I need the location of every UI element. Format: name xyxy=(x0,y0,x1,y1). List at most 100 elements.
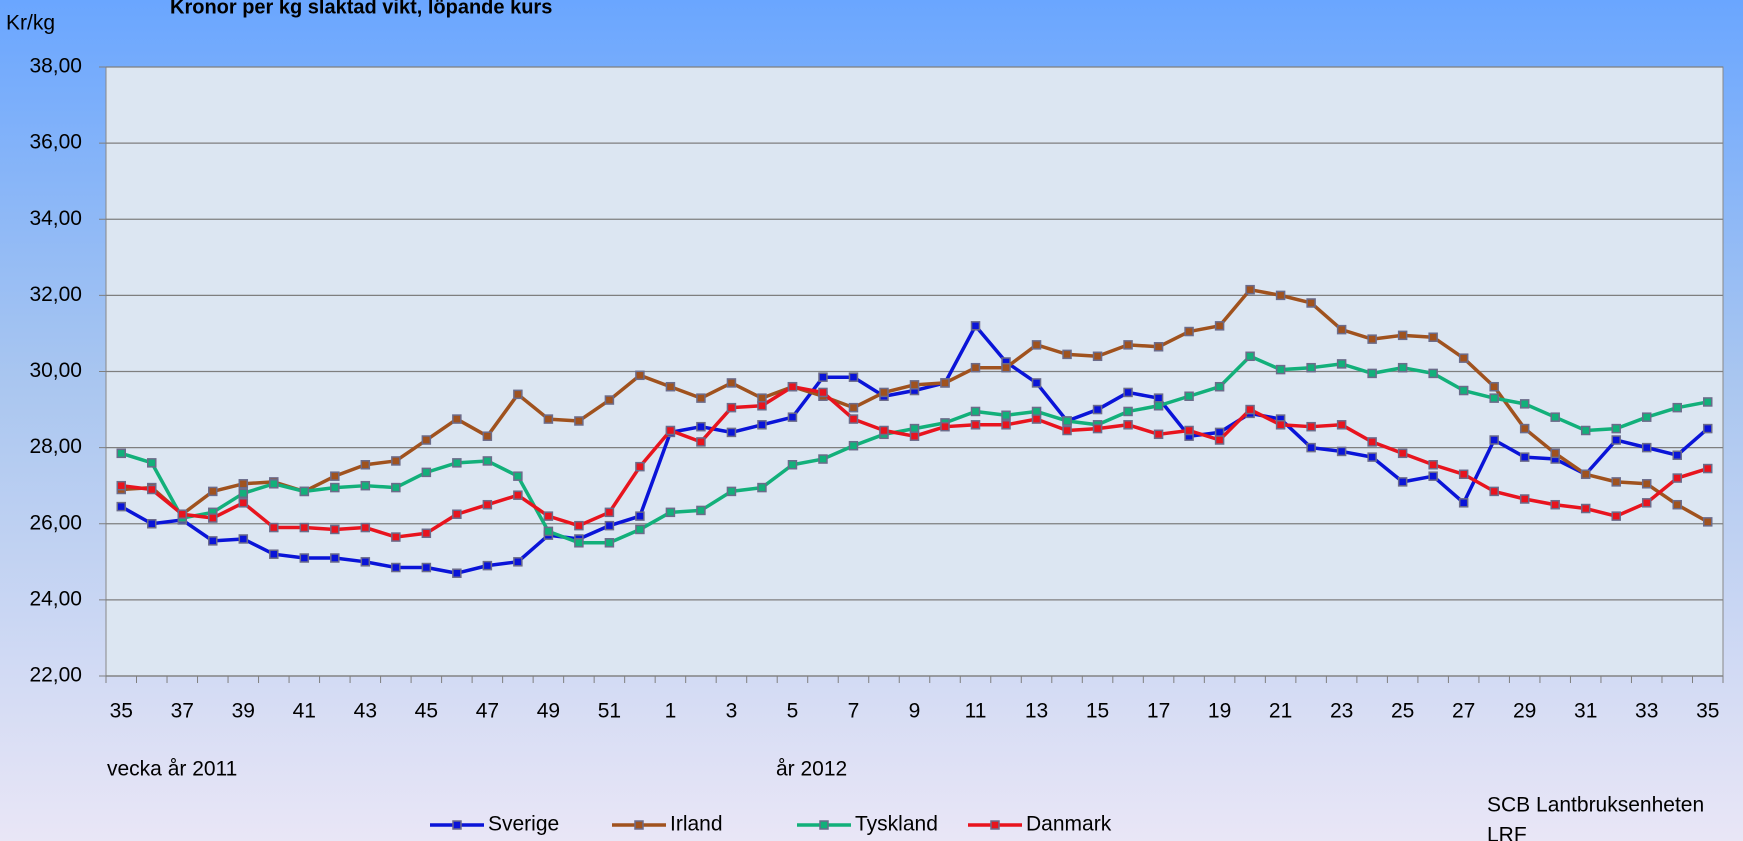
data-point xyxy=(1214,321,1225,331)
data-point xyxy=(726,486,737,497)
data-point xyxy=(1702,397,1713,407)
legend-marker xyxy=(634,820,644,830)
data-point xyxy=(1397,362,1408,373)
legend-marker xyxy=(819,820,829,830)
data-point xyxy=(1428,368,1438,379)
y-tick-label: 26,00 xyxy=(29,511,82,534)
data-point xyxy=(1153,401,1164,411)
data-point xyxy=(787,381,798,392)
data-point xyxy=(1306,362,1316,373)
data-point xyxy=(1214,381,1225,392)
data-point xyxy=(452,509,462,519)
data-point xyxy=(116,480,127,491)
data-point xyxy=(452,414,462,424)
data-point xyxy=(1153,342,1164,352)
data-point xyxy=(1336,446,1347,457)
data-point xyxy=(970,406,981,417)
legend-label: Irland xyxy=(670,813,723,836)
data-point xyxy=(330,553,340,563)
data-point xyxy=(1489,393,1499,403)
data-point xyxy=(1367,437,1377,447)
x-tick-label: 21 xyxy=(1269,700,1292,723)
data-point xyxy=(848,440,859,451)
x-tick-label: 33 xyxy=(1635,700,1658,723)
data-point xyxy=(1123,387,1133,398)
data-point xyxy=(1428,460,1438,470)
data-point xyxy=(1001,420,1011,430)
data-point xyxy=(1519,423,1530,434)
data-point xyxy=(848,402,859,413)
data-point xyxy=(1672,402,1682,413)
data-point xyxy=(513,389,523,400)
data-point xyxy=(177,509,188,519)
x-tick-label: 13 xyxy=(1025,700,1048,723)
data-point xyxy=(1519,399,1530,409)
data-point xyxy=(1397,330,1408,341)
data-point xyxy=(1672,450,1682,460)
data-point xyxy=(909,380,920,390)
data-point xyxy=(757,420,767,430)
data-point xyxy=(1458,469,1469,480)
data-point xyxy=(238,479,249,489)
data-point xyxy=(1123,420,1133,430)
data-point xyxy=(147,458,157,468)
data-point xyxy=(1550,448,1560,459)
data-point xyxy=(1489,381,1499,392)
data-point xyxy=(1519,452,1530,462)
data-point xyxy=(1580,469,1591,480)
legend-label: Tyskland xyxy=(855,813,938,836)
data-point xyxy=(1428,471,1438,481)
x-tick-label: 9 xyxy=(909,700,921,723)
data-point xyxy=(1489,486,1499,497)
data-point xyxy=(482,431,493,441)
data-point xyxy=(757,393,767,403)
data-point xyxy=(1397,477,1408,487)
data-point xyxy=(1031,414,1042,424)
x-tick-label: 39 xyxy=(232,700,255,723)
data-point xyxy=(543,414,554,424)
data-point xyxy=(1611,423,1621,434)
data-point xyxy=(604,520,615,531)
x-tick-label: 17 xyxy=(1147,700,1170,723)
annotation: SCB Lantbruksenheten xyxy=(1487,794,1704,817)
data-point xyxy=(269,549,279,559)
legend-marker xyxy=(452,820,462,830)
data-point xyxy=(1458,353,1469,363)
data-point xyxy=(818,454,828,464)
data-point xyxy=(574,520,584,531)
data-point xyxy=(1001,410,1011,421)
data-point xyxy=(1214,435,1225,445)
data-point xyxy=(1367,368,1377,379)
data-point xyxy=(635,511,645,521)
x-tick-label: 35 xyxy=(1696,700,1719,723)
data-point xyxy=(1641,479,1652,489)
data-point xyxy=(1092,404,1103,415)
data-point xyxy=(1611,435,1621,445)
data-point xyxy=(1489,435,1499,445)
y-axis-label: Kr/kg xyxy=(6,12,55,35)
data-point xyxy=(970,420,981,430)
data-point xyxy=(879,425,889,436)
data-point xyxy=(391,456,401,466)
data-point xyxy=(116,501,127,512)
data-point xyxy=(208,486,218,497)
data-point xyxy=(848,372,859,382)
data-point xyxy=(421,562,432,573)
data-point xyxy=(1428,332,1438,342)
x-tick-label: 11 xyxy=(965,700,987,723)
x-tick-label: 47 xyxy=(476,700,499,723)
data-point xyxy=(1245,404,1255,415)
data-point xyxy=(909,431,920,441)
y-tick-label: 22,00 xyxy=(29,664,82,687)
data-point xyxy=(574,538,584,548)
data-point xyxy=(421,528,432,539)
data-point xyxy=(635,461,645,472)
x-tick-label: 45 xyxy=(415,700,438,723)
data-point xyxy=(116,448,127,459)
data-point xyxy=(360,557,371,567)
data-point xyxy=(1702,463,1713,474)
annotation: år 2012 xyxy=(776,758,847,781)
data-point xyxy=(238,488,249,499)
data-point xyxy=(1245,284,1255,295)
